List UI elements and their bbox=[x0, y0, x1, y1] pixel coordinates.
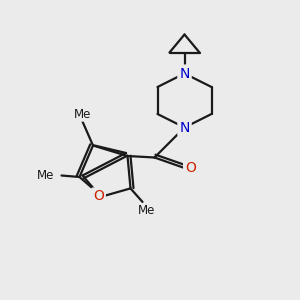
Text: O: O bbox=[93, 190, 104, 203]
Text: N: N bbox=[179, 121, 190, 134]
Text: Me: Me bbox=[138, 204, 156, 218]
Text: O: O bbox=[185, 161, 196, 175]
Text: Me: Me bbox=[37, 169, 54, 182]
Text: Me: Me bbox=[74, 107, 91, 121]
Text: N: N bbox=[179, 67, 190, 80]
